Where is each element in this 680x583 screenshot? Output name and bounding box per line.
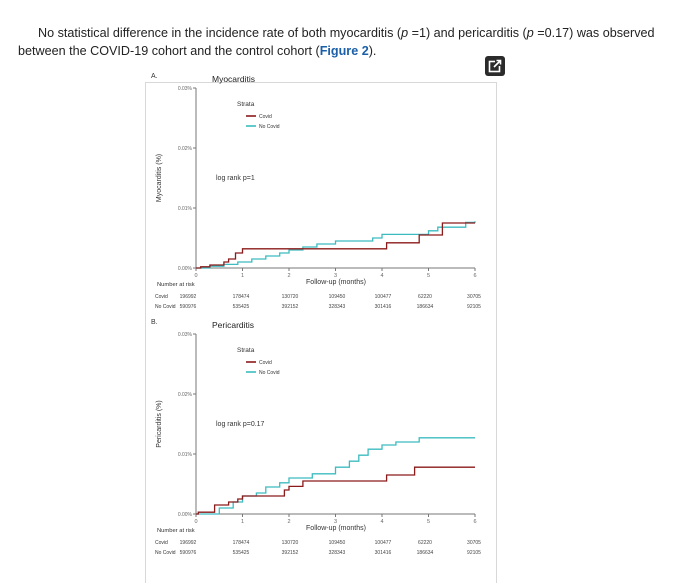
- text: =1) and pericarditis (: [408, 25, 527, 40]
- risk-value: 178474: [233, 294, 250, 300]
- x-tick-label: 6: [473, 519, 476, 525]
- risk-value: 301416: [375, 550, 392, 556]
- risk-row-label: No Covid: [155, 304, 176, 310]
- y-tick-label: 0.00%: [178, 512, 193, 518]
- risk-value: 92105: [467, 550, 481, 556]
- risk-value: 590976: [180, 550, 197, 556]
- x-tick-label: 1: [241, 519, 244, 525]
- y-tick-label: 0.03%: [178, 86, 193, 92]
- risk-value: 301416: [375, 304, 392, 310]
- external-expand-icon: [488, 59, 502, 73]
- risk-value: 100477: [375, 540, 392, 546]
- legend-entry: No Covid: [259, 124, 280, 130]
- series-line-no-covid: [196, 221, 476, 269]
- y-tick-label: 0.00%: [178, 266, 193, 272]
- risk-value: 130720: [282, 294, 299, 300]
- body-paragraph: No statistical difference in the inciden…: [18, 24, 668, 60]
- risk-value: 392152: [282, 550, 299, 556]
- x-tick-label: 4: [380, 273, 383, 279]
- text: No statistical difference in the inciden…: [38, 25, 402, 40]
- risk-row-label: Covid: [155, 294, 168, 300]
- x-tick-label: 5: [427, 273, 430, 279]
- x-tick-label: 3: [334, 519, 337, 525]
- risk-value: 590976: [180, 304, 197, 310]
- x-tick-label: 2: [287, 519, 290, 525]
- y-tick-label: 0.01%: [178, 206, 193, 212]
- risk-value: 535425: [233, 304, 250, 310]
- x-tick-label: 4: [380, 519, 383, 525]
- risk-table-title: Number at risk: [157, 282, 195, 288]
- risk-row-label: Covid: [155, 540, 168, 546]
- risk-value: 328343: [329, 304, 346, 310]
- y-tick-label: 0.03%: [178, 332, 193, 338]
- y-axis-label: Myocarditis (%): [156, 154, 163, 202]
- risk-value: 62220: [418, 294, 432, 300]
- risk-value: 30705: [467, 540, 481, 546]
- log-rank-annotation: log rank p=1: [216, 175, 255, 182]
- series-line-no-covid: [196, 437, 475, 515]
- x-axis-label: Follow-up (months): [306, 279, 366, 286]
- risk-value: 178474: [233, 540, 250, 546]
- panel-label: B.: [151, 319, 158, 326]
- log-rank-annotation: log rank p=0.17: [216, 421, 265, 428]
- risk-value: 535425: [233, 550, 250, 556]
- risk-value: 130720: [282, 540, 299, 546]
- x-tick-label: 3: [334, 273, 337, 279]
- risk-table-title: Number at risk: [157, 528, 195, 534]
- panel-title: Pericarditis: [212, 320, 254, 330]
- risk-value: 186634: [417, 304, 434, 310]
- legend-entry: Covid: [259, 114, 272, 120]
- risk-row-label: No Covid: [155, 550, 176, 556]
- legend-entry: No Covid: [259, 370, 280, 376]
- legend-title: Strata: [237, 347, 255, 354]
- text: =0.17) was observed between the COVID-19…: [18, 25, 655, 58]
- x-tick-label: 0: [194, 519, 197, 525]
- x-tick-label: 0: [194, 273, 197, 279]
- legend-title: Strata: [237, 101, 255, 108]
- expand-figure-button[interactable]: [485, 56, 505, 76]
- risk-value: 196992: [180, 540, 197, 546]
- series-line-covid: [196, 466, 475, 515]
- risk-value: 328343: [329, 550, 346, 556]
- risk-value: 109450: [329, 294, 346, 300]
- y-tick-label: 0.02%: [178, 392, 193, 398]
- risk-value: 100477: [375, 294, 392, 300]
- figure-2-link[interactable]: Figure 2: [319, 43, 369, 58]
- x-tick-label: 5: [427, 519, 430, 525]
- y-tick-label: 0.02%: [178, 146, 193, 152]
- x-tick-label: 1: [241, 273, 244, 279]
- y-tick-label: 0.01%: [178, 452, 193, 458]
- risk-value: 30705: [467, 294, 481, 300]
- p-symbol: p: [526, 25, 534, 40]
- x-axis-label: Follow-up (months): [306, 525, 366, 532]
- risk-value: 109450: [329, 540, 346, 546]
- risk-value: 62220: [418, 540, 432, 546]
- panel-title: Myocarditis: [212, 74, 255, 84]
- figure-container[interactable]: [145, 82, 497, 583]
- x-tick-label: 6: [473, 273, 476, 279]
- risk-value: 196992: [180, 294, 197, 300]
- risk-value: 92105: [467, 304, 481, 310]
- series-line-covid: [196, 222, 475, 269]
- y-axis-label: Pericarditis (%): [156, 400, 163, 447]
- risk-value: 392152: [282, 304, 299, 310]
- text: ).: [368, 43, 377, 58]
- x-tick-label: 2: [287, 273, 290, 279]
- panel-label: A.: [151, 73, 158, 80]
- legend-entry: Covid: [259, 360, 272, 366]
- risk-value: 186634: [417, 550, 434, 556]
- p-symbol: p: [401, 25, 409, 40]
